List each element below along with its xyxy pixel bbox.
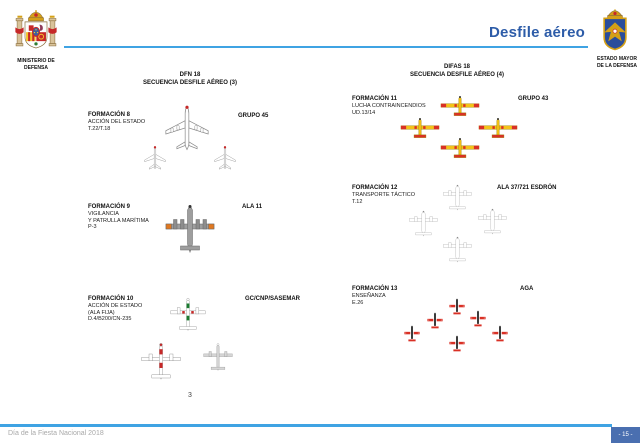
canadair-aircraft-icon [400,117,440,140]
header-rule [64,46,588,48]
small-jet-aircraft-icon [212,143,238,173]
footer-caption: Día de la Fiesta Nacional 2018 [8,430,104,437]
formation-10-unit: GC/CNP/SASEMAR [245,296,301,302]
canadair-aircraft-icon [478,117,518,140]
formation-8-text: FORMACIÓN 8 ACCIÓN DEL ESTADO T.22/T.18 [88,112,208,132]
left-panel-header-line1: DFN 18 [179,72,201,78]
c212-aircraft-icon [470,208,515,237]
formation-12-name: FORMACIÓN 12 [352,185,398,191]
grey-turboprop-aircraft-icon [203,342,233,373]
formation-10-name: FORMACIÓN 10 [88,296,134,302]
formation-13-text: FORMACIÓN 13 ENSEÑANZA E.26 [352,286,472,306]
guardia-civil-turboprop-aircraft-icon [169,297,207,333]
formation-8-desc-1: ACCIÓN DEL ESTADO [88,119,146,126]
formation-9-text: FORMACIÓN 9 VIGILANCIA Y PATRULLA MARÍTI… [88,204,208,231]
red-turboprop-aircraft-icon [141,342,181,382]
ministry-caption-line2: DEFENSA [24,64,48,71]
formation-13-desc-2: E.26 [352,299,364,306]
formation-8-unit: GRUPO 45 [238,113,269,119]
spain-coat-of-arms-icon [15,10,57,49]
formation-11-desc-1: LUCHA CONTRAINCENDIOS [352,103,426,110]
formation-11-text: FORMACIÓN 11 LUCHA CONTRAINCENDIOS UD.13… [352,96,472,116]
canadair-aircraft-icon [440,137,480,160]
airliner-aircraft-icon [163,105,211,151]
e26-trainer-aircraft-icon [446,298,468,317]
formation-13-unit: AGA [520,286,534,292]
e26-trainer-aircraft-icon [424,312,446,331]
formation-12-unit: ALA 37/721 ESDRÓN [497,185,557,191]
emad-caption: ESTADO MAYOR DE LA DEFENSA [579,56,640,69]
ministry-caption: MINISTERIO DE DEFENSA [4,58,68,71]
footer-rule [0,424,612,427]
formation-10-desc-1: ACCIÓN DE ESTADO [88,303,143,310]
c212-aircraft-icon [401,210,446,239]
formation-12-desc-1: TRANSPORTE TÁCTICO [352,192,416,199]
formation-12-desc-2: T.12 [352,198,363,205]
e26-trainer-aircraft-icon [467,310,489,329]
emad-emblem-icon [603,9,627,51]
page-title: Desfile aéreo [489,24,585,41]
formation-9-desc-1: VIGILANCIA [88,211,119,218]
ministry-caption-line1: MINISTERIO DE [17,58,55,64]
formation-10-desc-2: (ALA FIJA) [88,309,115,316]
formation-13-desc-1: ENSEÑANZA [352,293,386,300]
e26-trainer-aircraft-icon [401,325,423,344]
formation-9-name: FORMACIÓN 9 [88,204,130,210]
formation-12-text: FORMACIÓN 12 TRANSPORTE TÁCTICO T.12 [352,185,472,205]
formation-11-unit: GRUPO 43 [518,96,549,102]
formation-8-desc-2: T.22/T.18 [88,125,111,132]
formation-10-text: FORMACIÓN 10 ACCIÓN DE ESTADO (ALA FIJA)… [88,296,208,323]
formation-10-desc-3: D.4/B200/CN-235 [88,316,132,323]
e26-trainer-aircraft-icon [489,325,511,344]
page-number-badge: - 15 - [611,427,640,443]
emad-caption-line1: ESTADO MAYOR [596,56,637,62]
formation-8-name: FORMACIÓN 8 [88,112,130,118]
right-panel-header-line1: DIFAS 18 [443,64,470,70]
left-panel-header: DFN 18 SECUENCIA DESFILE AÉREO (3) [90,72,290,88]
formation-9-desc-3: P-3 [88,224,97,231]
formation-9-unit: ALA 11 [242,204,263,210]
formation-11-desc-2: UD.13/14 [352,109,376,116]
small-jet-aircraft-icon [142,143,168,173]
c212-aircraft-icon [435,236,480,265]
right-panel-header-line2: SECUENCIA DESFILE AÉREO (4) [410,71,504,78]
left-panel-header-line2: SECUENCIA DESFILE AÉREO (3) [143,79,237,86]
canadair-aircraft-icon [440,95,480,118]
p3-orion-aircraft-icon [165,203,215,255]
formation-9-desc-2: Y PATRULLA MARÍTIMA [88,217,149,224]
e26-trainer-aircraft-icon [446,335,468,354]
emad-caption-line2: DE LA DEFENSA [596,62,638,69]
right-panel-header: DIFAS 18 SECUENCIA DESFILE AÉREO (4) [357,64,557,80]
inner-page-marker: 3 [188,392,192,399]
formation-11-name: FORMACIÓN 11 [352,96,398,102]
formation-13-name: FORMACIÓN 13 [352,286,398,292]
